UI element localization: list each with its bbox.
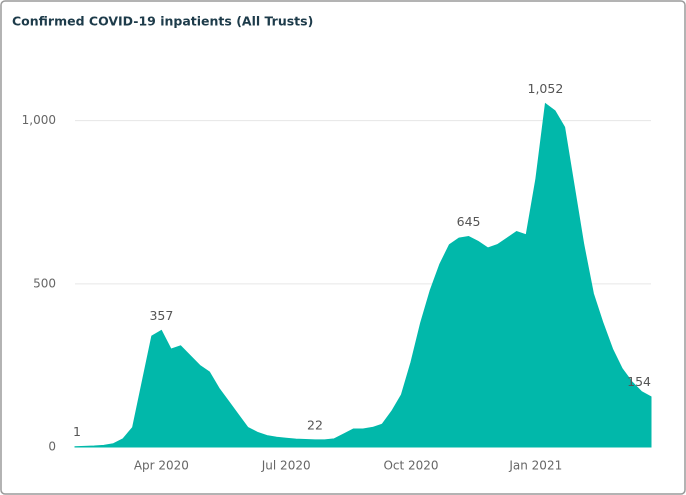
y-tick-label: 500 <box>33 276 56 290</box>
y-tick-label: 0 <box>48 440 56 454</box>
x-tick-label: Jan 2021 <box>508 459 562 473</box>
data-label: 645 <box>457 214 481 229</box>
data-label: 1,052 <box>528 81 564 96</box>
area <box>74 102 652 448</box>
data-label: 1 <box>73 424 81 439</box>
x-tick-label: Apr 2020 <box>134 459 189 473</box>
data-label: 22 <box>307 417 323 432</box>
y-tick-label: 1,000 <box>22 113 56 127</box>
data-label: 154 <box>627 374 651 389</box>
chart-title: Confirmed COVID-19 inpatients (All Trust… <box>12 14 313 29</box>
data-label: 357 <box>149 308 173 323</box>
x-tick-label: Jul 2020 <box>261 459 311 473</box>
x-tick-label: Oct 2020 <box>383 459 438 473</box>
